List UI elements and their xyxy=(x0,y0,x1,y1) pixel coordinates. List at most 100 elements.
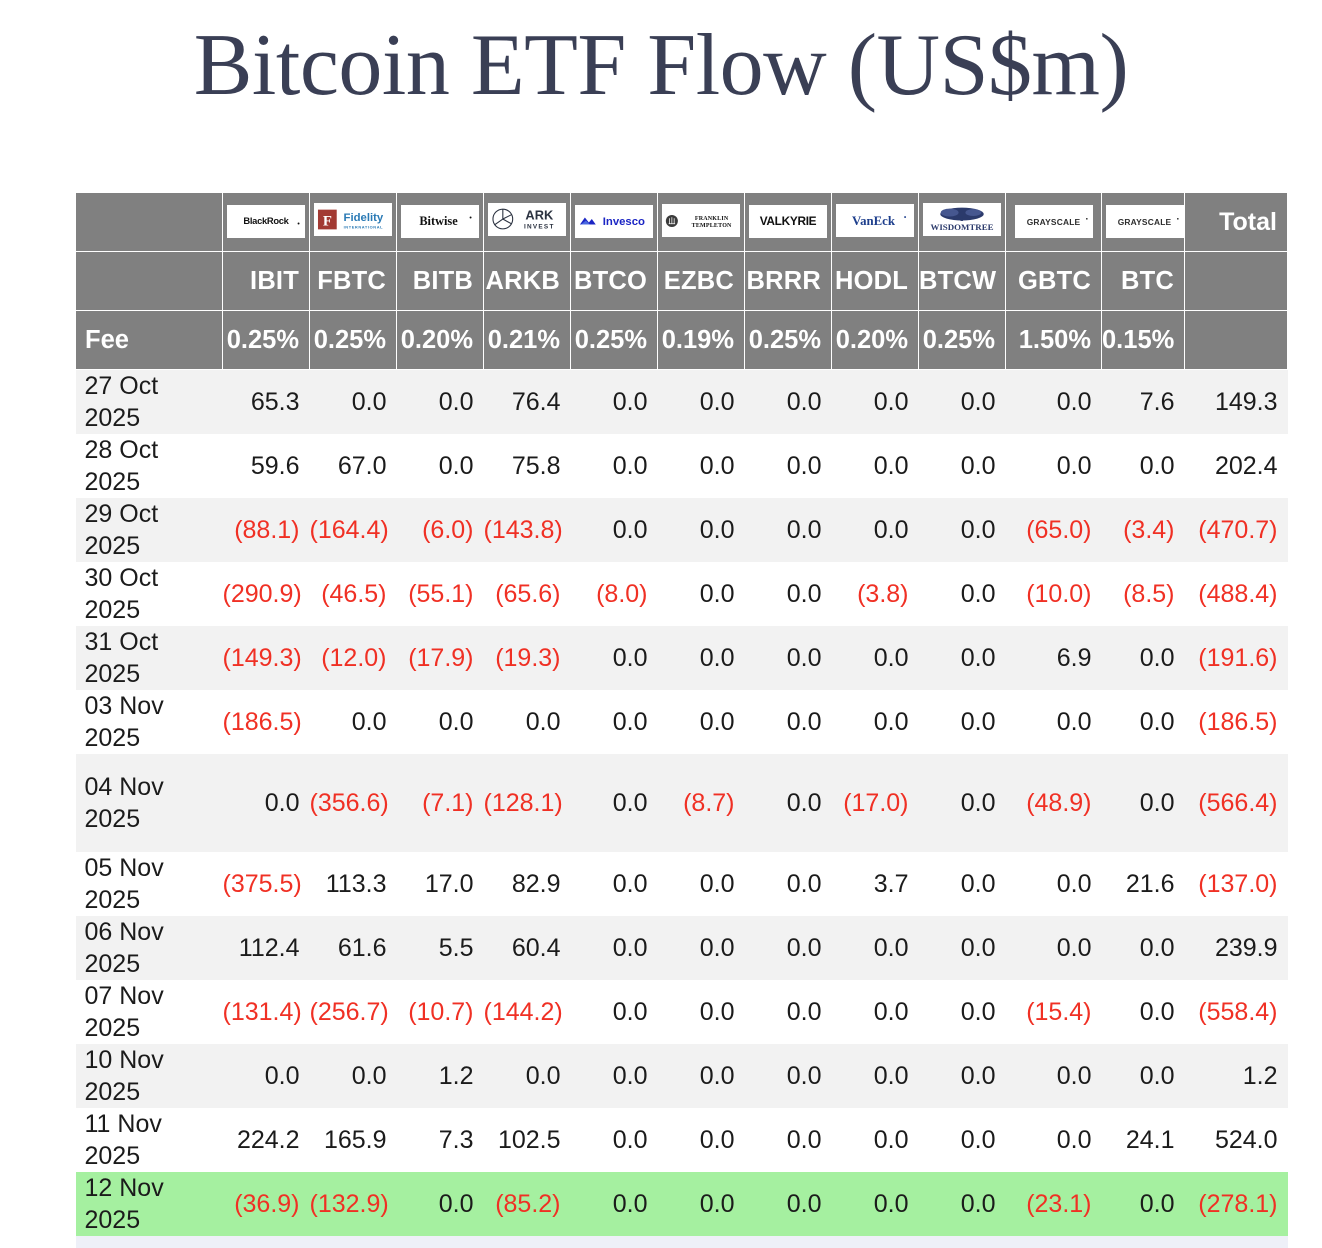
svg-text:WISDOMTREE: WISDOMTREE xyxy=(930,222,993,232)
cell-btco: 0.0 xyxy=(571,690,658,754)
cell-btco: 0.0 xyxy=(571,852,658,916)
fee-hodl: 0.20% xyxy=(832,311,919,370)
partial-cell xyxy=(223,1236,310,1248)
cell-arkb: (85.2) xyxy=(484,1172,571,1236)
cell-btco: 0.0 xyxy=(571,980,658,1044)
cell-fbtc: (132.9) xyxy=(310,1172,397,1236)
partial-cell xyxy=(397,1236,484,1248)
cell-btcw: 0.0 xyxy=(919,1044,1006,1108)
cell-total: 524.0 xyxy=(1185,1108,1288,1172)
cell-btc: 7.6 xyxy=(1102,370,1185,435)
cell-btco: 0.0 xyxy=(571,498,658,562)
issuer-logo-cell-btc: GRAYSCALE xyxy=(1102,193,1185,252)
row-date: 28 Oct 2025 xyxy=(76,434,223,498)
cell-fbtc: 67.0 xyxy=(310,434,397,498)
cell-arkb: 75.8 xyxy=(484,434,571,498)
valkyrie-logo: VALKYRIE xyxy=(749,205,827,238)
cell-arkb: (143.8) xyxy=(484,498,571,562)
partial-cell xyxy=(745,1236,832,1248)
cell-gbtc: 0.0 xyxy=(1006,690,1102,754)
cell-btcw: 0.0 xyxy=(919,434,1006,498)
cell-btcw: 0.0 xyxy=(919,1108,1006,1172)
cell-total: (137.0) xyxy=(1185,852,1288,916)
issuer-logo-cell-hodl: VanEck xyxy=(832,193,919,252)
cell-btcw: 0.0 xyxy=(919,690,1006,754)
cell-arkb: 0.0 xyxy=(484,690,571,754)
cell-brrr: 0.0 xyxy=(745,1108,832,1172)
cell-fbtc: 61.6 xyxy=(310,916,397,980)
fee-brrr: 0.25% xyxy=(745,311,832,370)
ticker-header-hodl: HODL xyxy=(832,252,919,311)
fee-gbtc: 1.50% xyxy=(1006,311,1102,370)
cell-hodl: 0.0 xyxy=(832,434,919,498)
ticker-header-bitb: BITB xyxy=(397,252,484,311)
issuer-logo-cell-ibit: BlackRock xyxy=(223,193,310,252)
cell-bitb: 5.5 xyxy=(397,916,484,980)
fee-ezbc: 0.19% xyxy=(658,311,745,370)
cell-brrr: 0.0 xyxy=(745,1172,832,1236)
cell-total: (186.5) xyxy=(1185,690,1288,754)
cell-btco: 0.0 xyxy=(571,370,658,435)
fee-row-total-blank xyxy=(1185,311,1288,370)
svg-text:GRAYSCALE: GRAYSCALE xyxy=(1118,217,1172,227)
cell-ibit: (149.3) xyxy=(223,626,310,690)
row-date: 12 Nov 2025 xyxy=(76,1172,223,1236)
cell-ezbc: 0.0 xyxy=(658,434,745,498)
row-date: 29 Oct 2025 xyxy=(76,498,223,562)
cell-hodl: 0.0 xyxy=(832,690,919,754)
cell-arkb: (19.3) xyxy=(484,626,571,690)
cell-bitb: 0.0 xyxy=(397,434,484,498)
cell-bitb: (7.1) xyxy=(397,754,484,852)
partial-cell xyxy=(832,1236,919,1248)
cell-hodl: (3.8) xyxy=(832,562,919,626)
fee-ibit: 0.25% xyxy=(223,311,310,370)
partial-cell xyxy=(310,1236,397,1248)
cell-gbtc: (15.4) xyxy=(1006,980,1102,1044)
svg-text:VanEck: VanEck xyxy=(852,214,896,228)
table-row-partial xyxy=(76,1236,1288,1248)
cell-btc: 0.0 xyxy=(1102,980,1185,1044)
fee-fbtc: 0.25% xyxy=(310,311,397,370)
partial-cell xyxy=(658,1236,745,1248)
svg-text:TEMPLETON: TEMPLETON xyxy=(692,223,732,229)
ticker-row-total-blank xyxy=(1185,252,1288,311)
cell-bitb: 17.0 xyxy=(397,852,484,916)
cell-ibit: 59.6 xyxy=(223,434,310,498)
cell-btco: 0.0 xyxy=(571,434,658,498)
cell-ibit: 0.0 xyxy=(223,754,310,852)
cell-btco: 0.0 xyxy=(571,754,658,852)
cell-fbtc: (46.5) xyxy=(310,562,397,626)
cell-ibit: (290.9) xyxy=(223,562,310,626)
cell-hodl: 0.0 xyxy=(832,626,919,690)
cell-hodl: 0.0 xyxy=(832,980,919,1044)
cell-ezbc: 0.0 xyxy=(658,626,745,690)
wisdomtree-logo: WISDOMTREE xyxy=(923,203,1001,236)
cell-ezbc: 0.0 xyxy=(658,852,745,916)
fee-bitb: 0.20% xyxy=(397,311,484,370)
ticker-header-btc: BTC xyxy=(1102,252,1185,311)
svg-text:Fidelity: Fidelity xyxy=(344,212,384,224)
invesco-logo: Invesco xyxy=(575,205,653,238)
cell-hodl: (17.0) xyxy=(832,754,919,852)
svg-text:Invesco: Invesco xyxy=(603,216,645,228)
partial-cell xyxy=(571,1236,658,1248)
cell-total: 149.3 xyxy=(1185,370,1288,435)
cell-btco: 0.0 xyxy=(571,1108,658,1172)
cell-gbtc: 0.0 xyxy=(1006,852,1102,916)
cell-ezbc: 0.0 xyxy=(658,1044,745,1108)
ticker-header-arkb: ARKB xyxy=(484,252,571,311)
cell-arkb: 0.0 xyxy=(484,1044,571,1108)
ticker-header-btcw: BTCW xyxy=(919,252,1006,311)
table-row: 30 Oct 2025(290.9)(46.5)(55.1)(65.6)(8.0… xyxy=(76,562,1288,626)
cell-btco: 0.0 xyxy=(571,1172,658,1236)
cell-ibit: (131.4) xyxy=(223,980,310,1044)
partial-cell xyxy=(484,1236,571,1248)
cell-brrr: 0.0 xyxy=(745,754,832,852)
issuer-logo-cell-bitb: Bitwise xyxy=(397,193,484,252)
